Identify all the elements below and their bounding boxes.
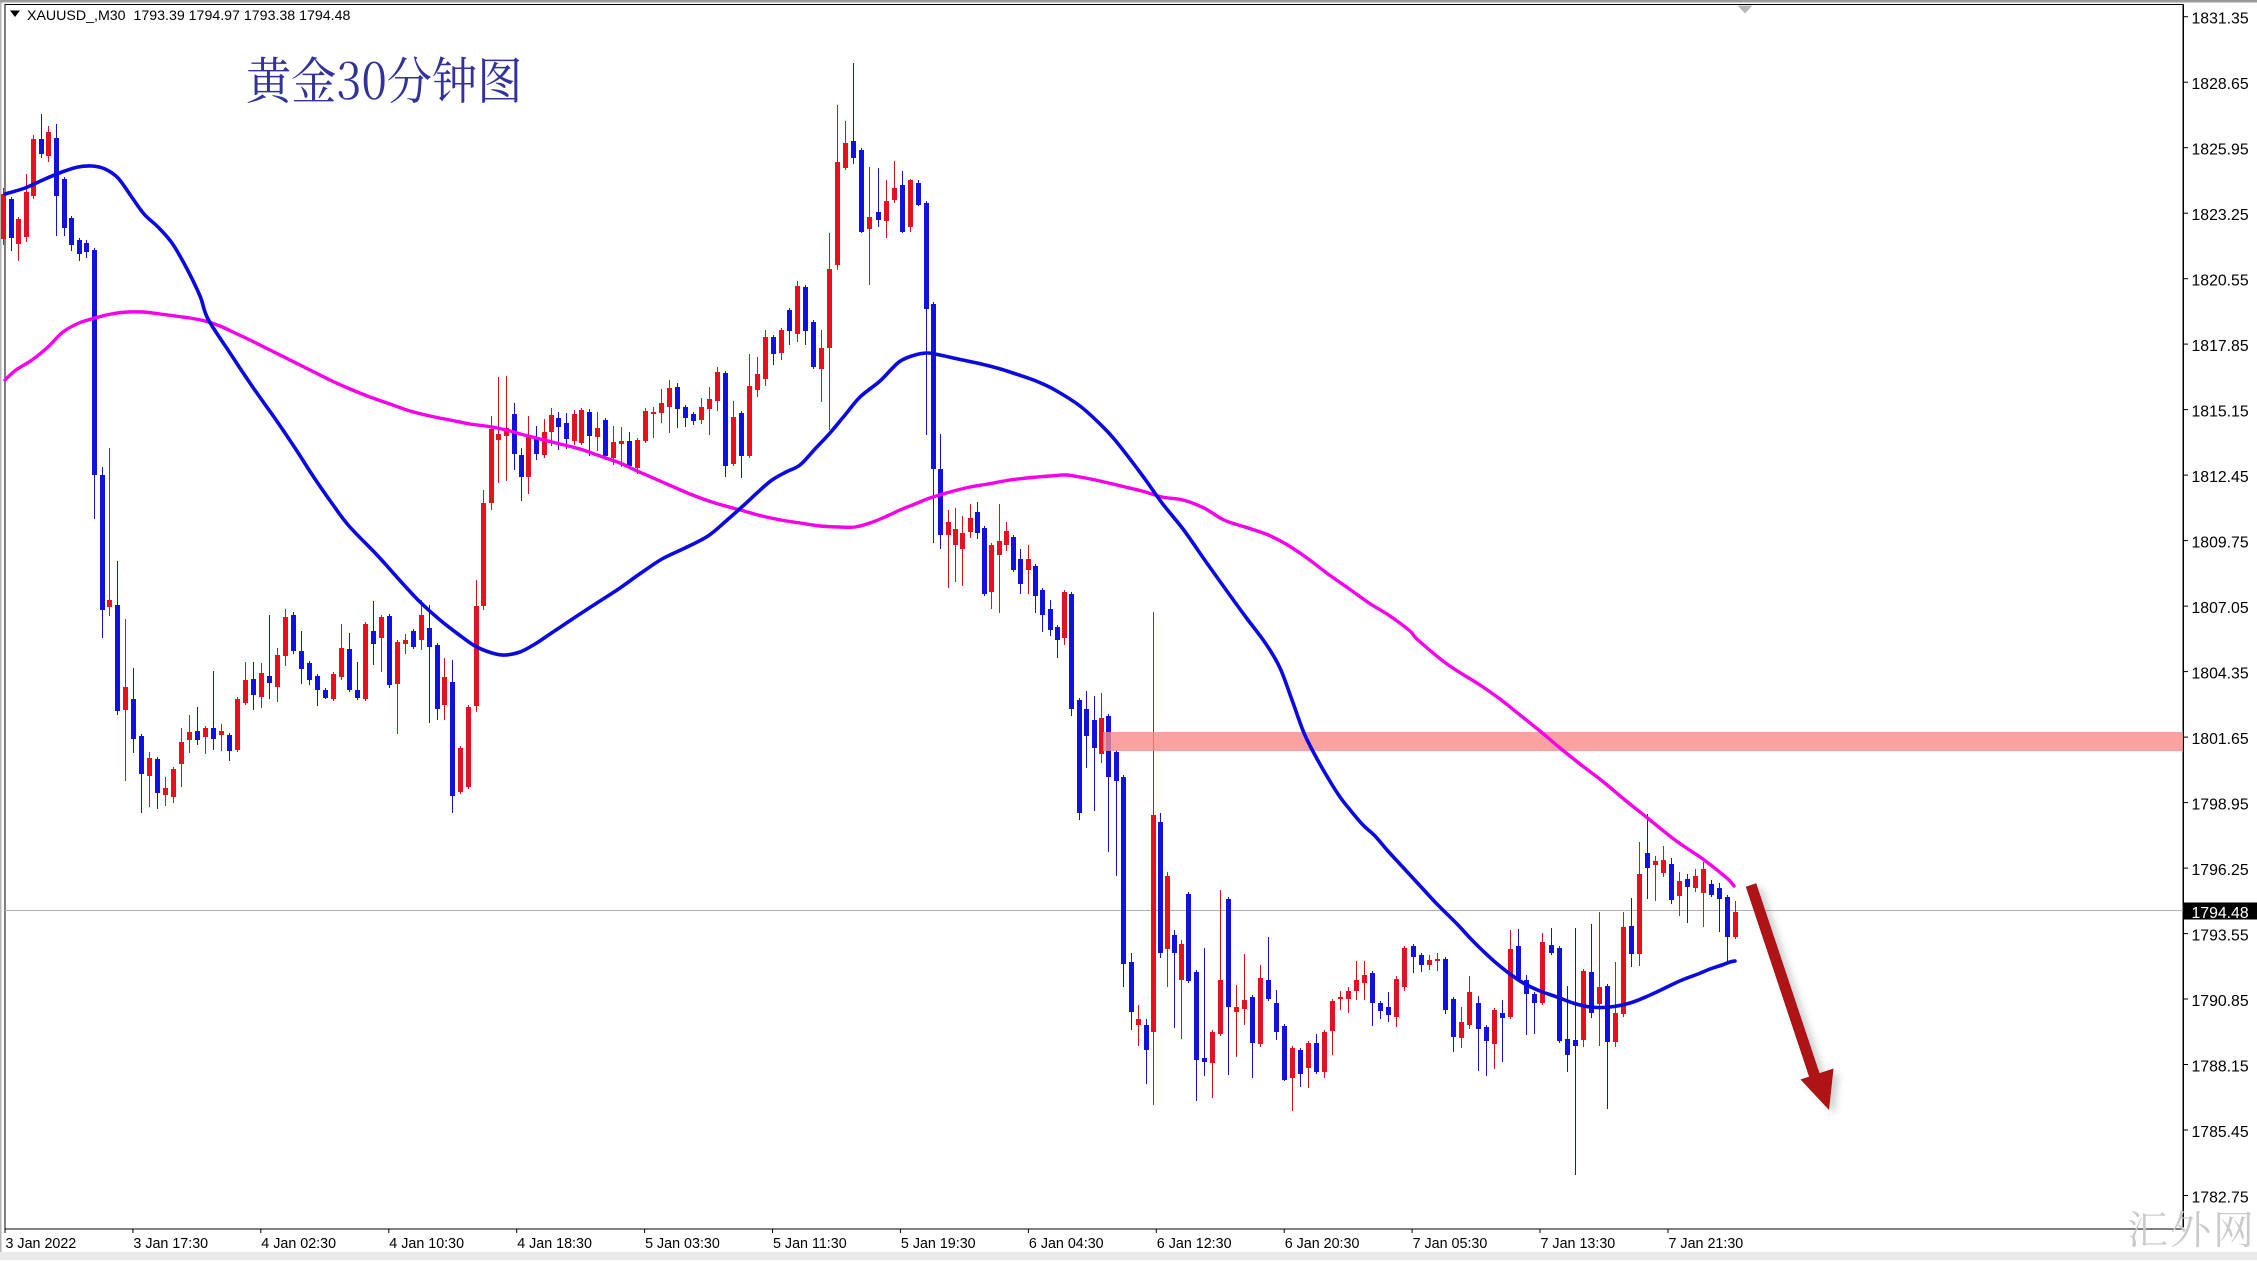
svg-text:1782.75: 1782.75 bbox=[2192, 1189, 2249, 1206]
svg-text:1798.95: 1798.95 bbox=[2192, 797, 2249, 814]
svg-text:1788.15: 1788.15 bbox=[2192, 1058, 2249, 1075]
svg-text:7 Jan 05:30: 7 Jan 05:30 bbox=[1413, 1236, 1488, 1252]
svg-text:4 Jan 02:30: 4 Jan 02:30 bbox=[261, 1236, 336, 1252]
svg-text:1831.35: 1831.35 bbox=[2192, 11, 2249, 28]
svg-text:1817.85: 1817.85 bbox=[2192, 338, 2249, 355]
svg-text:4 Jan 18:30: 4 Jan 18:30 bbox=[517, 1236, 592, 1252]
svg-text:1793.55: 1793.55 bbox=[2192, 928, 2249, 945]
svg-text:1812.45: 1812.45 bbox=[2192, 469, 2249, 486]
svg-text:4 Jan 10:30: 4 Jan 10:30 bbox=[389, 1236, 464, 1252]
svg-text:1823.25: 1823.25 bbox=[2192, 207, 2249, 224]
svg-text:3 Jan 2022: 3 Jan 2022 bbox=[6, 1236, 77, 1252]
svg-text:5 Jan 03:30: 5 Jan 03:30 bbox=[645, 1236, 720, 1252]
svg-text:1809.75: 1809.75 bbox=[2192, 535, 2249, 552]
svg-text:6 Jan 20:30: 6 Jan 20:30 bbox=[1285, 1236, 1360, 1252]
svg-text:1825.95: 1825.95 bbox=[2192, 142, 2249, 159]
svg-text:1820.55: 1820.55 bbox=[2192, 273, 2249, 290]
svg-text:1785.45: 1785.45 bbox=[2192, 1124, 2249, 1141]
svg-text:1807.05: 1807.05 bbox=[2192, 600, 2249, 617]
svg-text:1794.48: 1794.48 bbox=[2192, 905, 2249, 922]
svg-text:1790.85: 1790.85 bbox=[2192, 993, 2249, 1010]
svg-text:3 Jan 17:30: 3 Jan 17:30 bbox=[133, 1236, 208, 1252]
svg-text:1828.65: 1828.65 bbox=[2192, 76, 2249, 93]
svg-text:6 Jan 12:30: 6 Jan 12:30 bbox=[1157, 1236, 1232, 1252]
svg-text:1796.25: 1796.25 bbox=[2192, 862, 2249, 879]
svg-text:1815.15: 1815.15 bbox=[2192, 404, 2249, 421]
svg-text:6 Jan 04:30: 6 Jan 04:30 bbox=[1029, 1236, 1104, 1252]
svg-text:7 Jan 21:30: 7 Jan 21:30 bbox=[1669, 1236, 1744, 1252]
svg-text:5 Jan 19:30: 5 Jan 19:30 bbox=[901, 1236, 976, 1252]
svg-text:1801.65: 1801.65 bbox=[2192, 731, 2249, 748]
svg-text:7 Jan 13:30: 7 Jan 13:30 bbox=[1541, 1236, 1616, 1252]
svg-text:XAUUSD_,M30 1793.39 1794.97 1: XAUUSD_,M30 1793.39 1794.97 1793.38 1794… bbox=[27, 8, 351, 24]
svg-text:5 Jan 11:30: 5 Jan 11:30 bbox=[773, 1236, 847, 1252]
svg-text:1804.35: 1804.35 bbox=[2192, 666, 2249, 683]
